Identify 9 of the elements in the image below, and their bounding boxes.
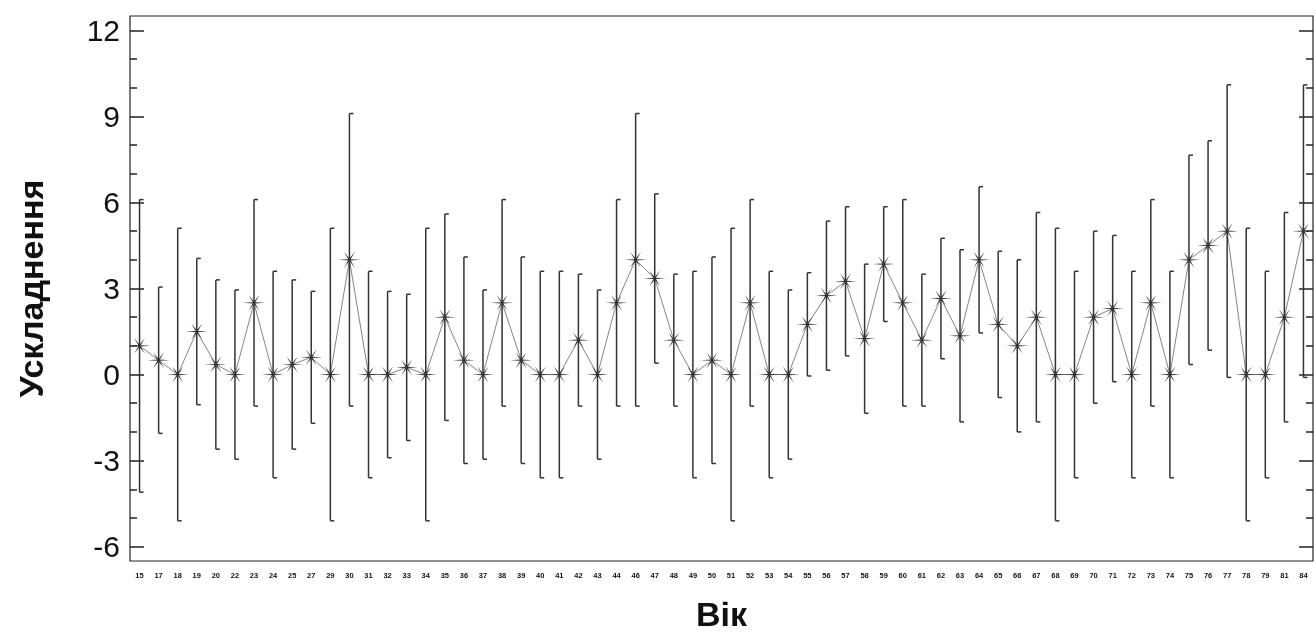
y-tick-label: -6 xyxy=(93,530,120,564)
y-tick-label: 9 xyxy=(103,99,120,133)
y-tick-label: 0 xyxy=(103,358,120,392)
y-axis-title: Ускладнення xyxy=(12,179,50,398)
x-axis-title: Вік xyxy=(695,595,748,633)
y-tick-label: 6 xyxy=(103,185,120,219)
y-tick-label: 3 xyxy=(103,272,120,305)
y-tick-label: -3 xyxy=(93,444,120,478)
y-tick-label: 12 xyxy=(86,13,120,47)
